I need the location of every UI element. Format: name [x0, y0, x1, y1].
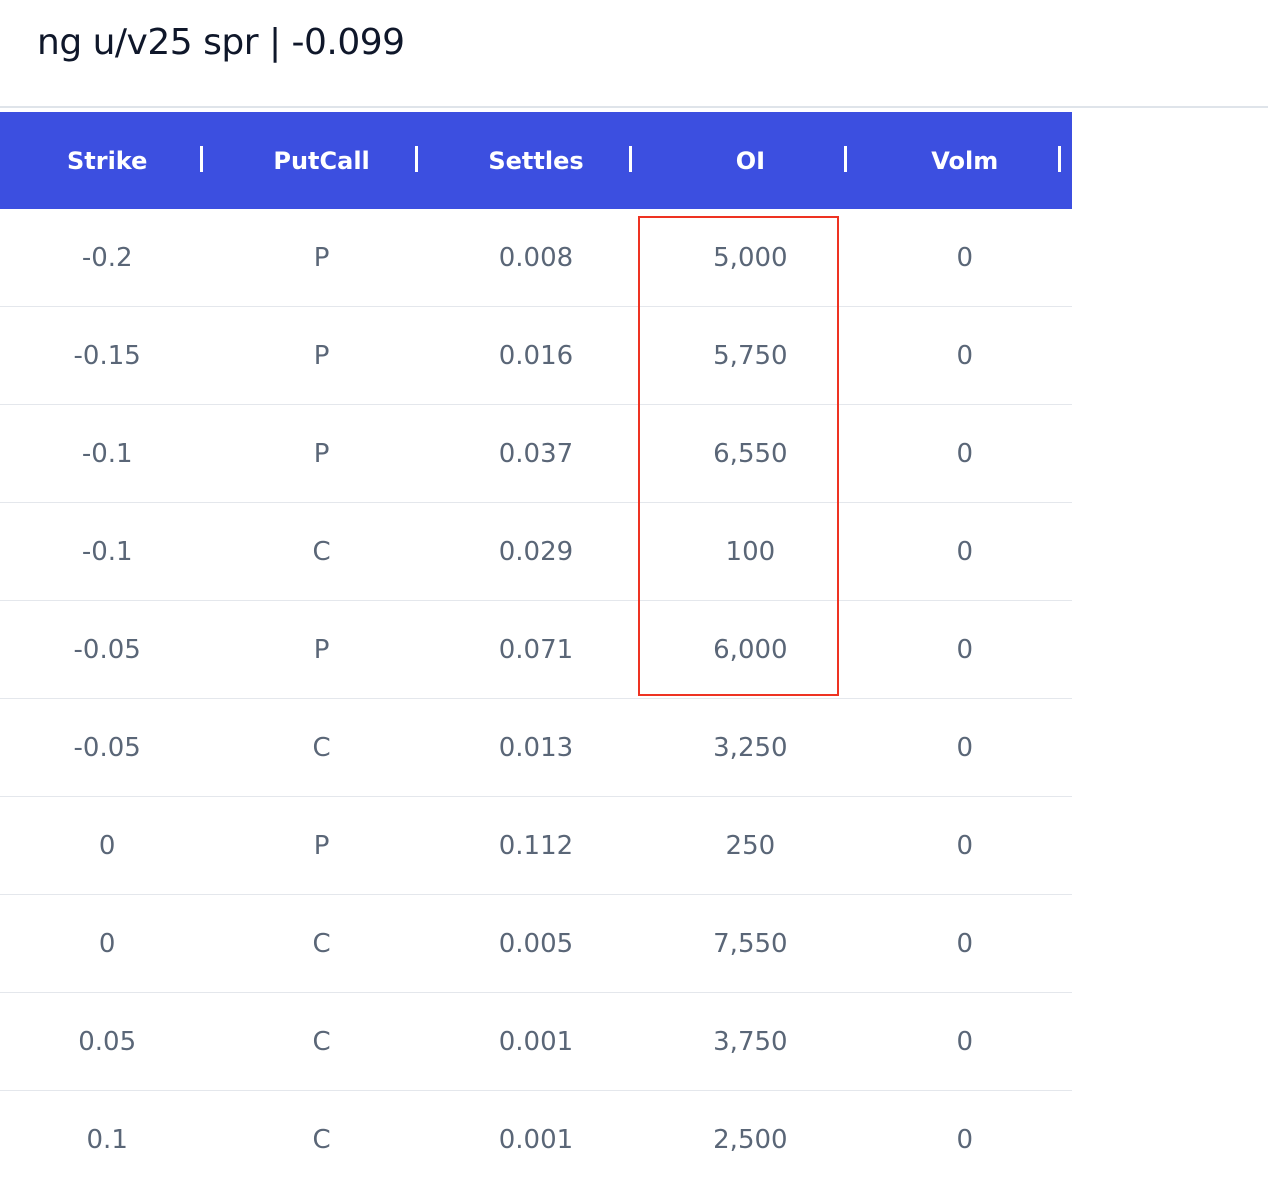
cell-strike: -0.05 — [73, 634, 141, 665]
cell-settles: 0.071 — [498, 634, 574, 665]
cell-oi: 7,550 — [713, 928, 788, 959]
table-row[interactable]: -0.1 P 0.037 6,550 0 — [0, 405, 1072, 503]
cell-volm: 0 — [956, 536, 974, 567]
table-row[interactable]: 0 P 0.112 250 0 — [0, 797, 1072, 895]
cell-settles: 0.005 — [498, 928, 574, 959]
cell-strike: -0.1 — [81, 536, 133, 567]
cell-settles: 0.001 — [498, 1026, 574, 1057]
cell-putcall: P — [313, 634, 330, 665]
cell-settles: 0.029 — [498, 536, 574, 567]
column-header-label: Settles — [488, 146, 584, 175]
cell-putcall: P — [313, 340, 330, 371]
column-resize-handle[interactable] — [1057, 146, 1061, 172]
cell-volm: 0 — [956, 1124, 974, 1155]
column-header-label: Strike — [66, 146, 148, 175]
column-header-putcall[interactable]: PutCall — [214, 112, 428, 209]
cell-strike: 0.1 — [86, 1124, 128, 1155]
column-resize-handle[interactable] — [414, 146, 418, 172]
cell-oi: 250 — [725, 830, 776, 861]
table-row[interactable]: -0.2 P 0.008 5,000 0 — [0, 209, 1072, 307]
cell-settles: 0.016 — [498, 340, 574, 371]
cell-putcall: C — [312, 536, 331, 567]
column-header-settles[interactable]: Settles — [429, 112, 643, 209]
cell-putcall: P — [313, 830, 330, 861]
cell-strike: 0.05 — [78, 1026, 137, 1057]
cell-volm: 0 — [956, 634, 974, 665]
column-header-label: Volm — [931, 146, 999, 175]
column-header-strike[interactable]: Strike — [0, 112, 214, 209]
cell-putcall: C — [312, 732, 331, 763]
cell-settles: 0.112 — [498, 830, 574, 861]
cell-oi: 2,500 — [713, 1124, 788, 1155]
cell-volm: 0 — [956, 1026, 974, 1057]
options-table: Strike PutCall Settles OI Volm -0.2 P — [0, 112, 1072, 1184]
cell-oi: 3,250 — [713, 732, 788, 763]
cell-putcall: P — [313, 242, 330, 273]
table-row[interactable]: 0.05 C 0.001 3,750 0 — [0, 993, 1072, 1091]
page-title: ng u/v25 spr | -0.099 — [37, 22, 405, 63]
cell-strike: -0.15 — [73, 340, 141, 371]
cell-settles: 0.013 — [498, 732, 574, 763]
cell-putcall: C — [312, 1026, 331, 1057]
column-header-label: OI — [735, 146, 766, 175]
cell-oi: 5,750 — [713, 340, 788, 371]
cell-volm: 0 — [956, 438, 974, 469]
table-row[interactable]: -0.05 C 0.013 3,250 0 — [0, 699, 1072, 797]
column-resize-handle[interactable] — [843, 146, 847, 172]
cell-volm: 0 — [956, 830, 974, 861]
cell-strike: 0 — [98, 830, 116, 861]
cell-settles: 0.037 — [498, 438, 574, 469]
cell-volm: 0 — [956, 242, 974, 273]
table-row[interactable]: -0.1 C 0.029 100 0 — [0, 503, 1072, 601]
cell-oi: 3,750 — [713, 1026, 788, 1057]
column-header-volm[interactable]: Volm — [858, 112, 1072, 209]
cell-oi: 100 — [725, 536, 776, 567]
cell-oi: 6,000 — [713, 634, 788, 665]
cell-strike: -0.2 — [81, 242, 133, 273]
cell-putcall: P — [313, 438, 330, 469]
table-header: Strike PutCall Settles OI Volm — [0, 112, 1072, 209]
column-resize-handle[interactable] — [200, 146, 204, 172]
table-row[interactable]: 0.1 C 0.001 2,500 0 — [0, 1091, 1072, 1184]
column-resize-handle[interactable] — [629, 146, 633, 172]
column-header-label: PutCall — [273, 146, 370, 175]
cell-strike: 0 — [98, 928, 116, 959]
cell-oi: 5,000 — [713, 242, 788, 273]
table-row[interactable]: 0 C 0.005 7,550 0 — [0, 895, 1072, 993]
cell-volm: 0 — [956, 732, 974, 763]
cell-settles: 0.008 — [498, 242, 574, 273]
column-header-oi[interactable]: OI — [643, 112, 857, 209]
table-row[interactable]: -0.05 P 0.071 6,000 0 — [0, 601, 1072, 699]
cell-settles: 0.001 — [498, 1124, 574, 1155]
cell-oi: 6,550 — [713, 438, 788, 469]
cell-putcall: C — [312, 928, 331, 959]
cell-strike: -0.05 — [73, 732, 141, 763]
cell-volm: 0 — [956, 340, 974, 371]
cell-volm: 0 — [956, 928, 974, 959]
cell-putcall: C — [312, 1124, 331, 1155]
title-divider — [0, 106, 1268, 108]
table-row[interactable]: -0.15 P 0.016 5,750 0 — [0, 307, 1072, 405]
cell-strike: -0.1 — [81, 438, 133, 469]
